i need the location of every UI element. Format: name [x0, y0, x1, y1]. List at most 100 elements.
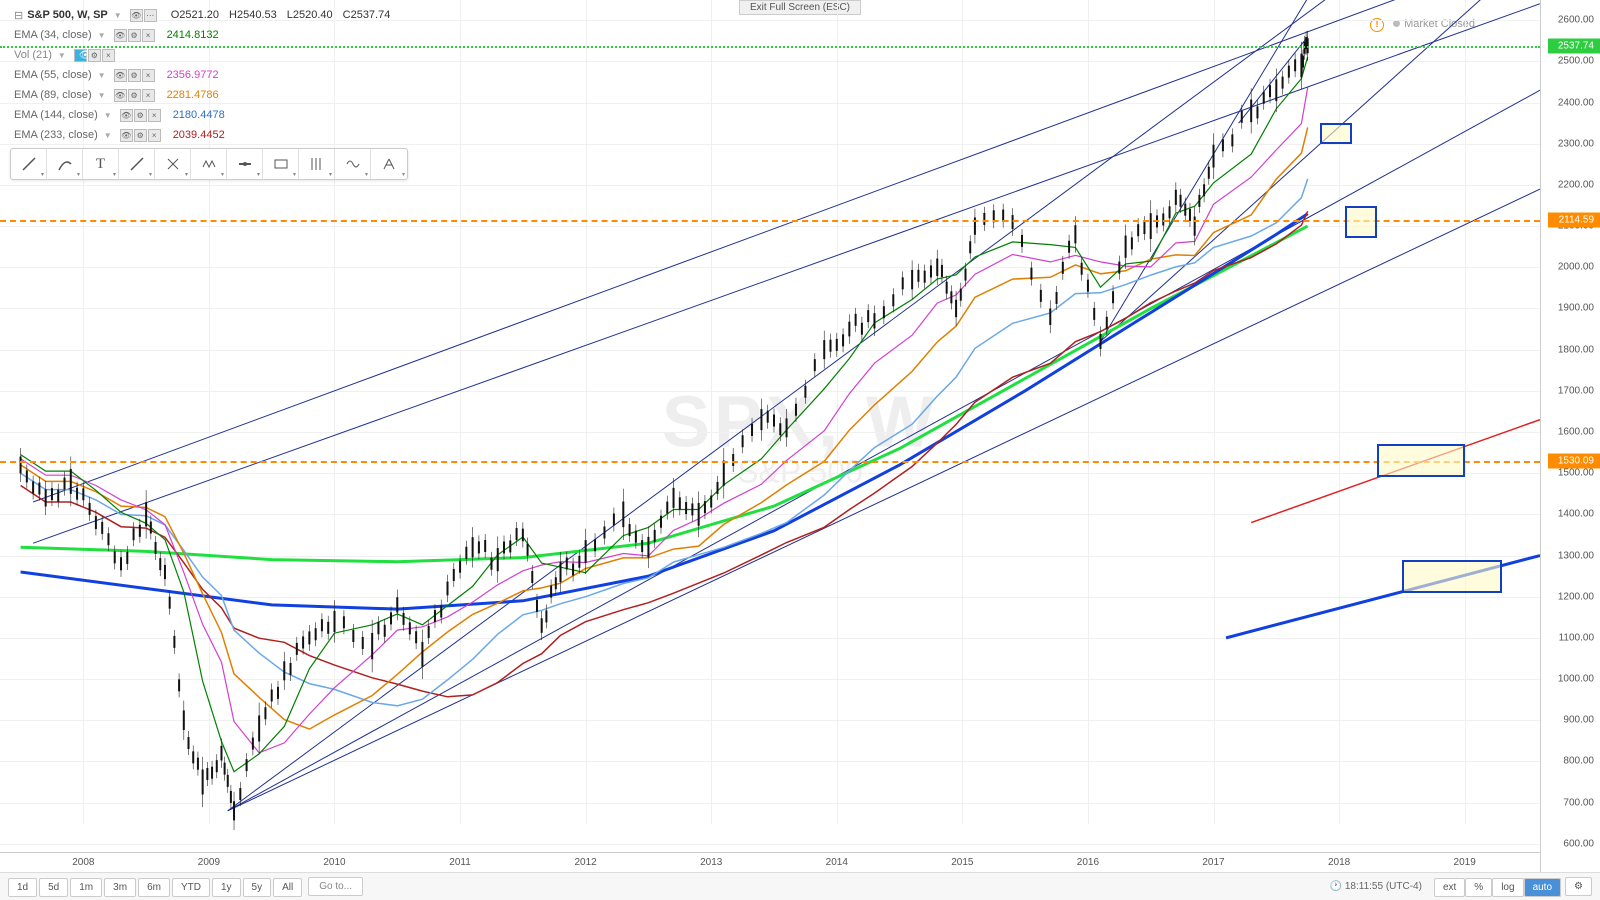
shapes-tool[interactable]: ▾ [155, 149, 191, 179]
pattern-tool[interactable]: ▾ [191, 149, 227, 179]
y-tick: 900.00 [1563, 715, 1594, 726]
settings-icon[interactable]: ⚙ [134, 109, 147, 122]
timeframe-All[interactable]: All [273, 878, 302, 897]
x-tick: 2013 [700, 857, 722, 868]
brush-tool[interactable]: ▾ [119, 149, 155, 179]
x-tick: 2009 [198, 857, 220, 868]
settings-icon[interactable]: ⚙ [134, 129, 147, 142]
chevron-down-icon[interactable]: ▼ [114, 11, 122, 20]
timeframe-3m[interactable]: 3m [104, 878, 136, 897]
gann-tool[interactable]: ▾ [299, 149, 335, 179]
timeframe-5d[interactable]: 5d [39, 878, 68, 897]
x-tick: 2015 [951, 857, 973, 868]
y-axis[interactable]: 600.00700.00800.00900.001000.001100.0012… [1540, 0, 1600, 872]
rectangle-tool[interactable]: ▾ [263, 149, 299, 179]
y-tick: 1400.00 [1558, 509, 1594, 520]
toggle-log[interactable]: log [1492, 878, 1523, 897]
y-tick: 2000.00 [1558, 262, 1594, 273]
indicator-row: EMA (89, close)▼ 👁⚙× 2281.4786 [14, 86, 390, 104]
x-tick: 2014 [826, 857, 848, 868]
y-tick: 800.00 [1563, 756, 1594, 767]
eye-icon[interactable]: 👁 [120, 109, 133, 122]
y-tick: 2200.00 [1558, 179, 1594, 190]
timeframe-1d[interactable]: 1d [8, 878, 37, 897]
toggle-%[interactable]: % [1465, 878, 1492, 897]
close-icon[interactable]: × [148, 109, 161, 122]
close-icon[interactable]: × [102, 49, 115, 62]
timeframe-YTD[interactable]: YTD [172, 878, 210, 897]
y-tick: 1600.00 [1558, 427, 1594, 438]
indicator-row: EMA (34, close)▼ 👁⚙× 2414.8132 [14, 26, 390, 44]
y-tick: 1100.00 [1559, 632, 1594, 643]
toggle-ext[interactable]: ext [1434, 878, 1465, 897]
ohlc-high: H2540.53 [229, 9, 277, 21]
x-tick: 2018 [1328, 857, 1350, 868]
y-tick: 2400.00 [1558, 97, 1594, 108]
chart-legend: ⊟ S&P 500, W, SP ▼ 👁 ⋯ O2521.20 H2540.53… [14, 6, 390, 146]
x-tick: 2019 [1454, 857, 1476, 868]
y-tick: 2300.00 [1558, 138, 1594, 149]
y-tick: 1900.00 [1558, 303, 1594, 314]
bottom-toolbar: 1d5d1m3m6mYTD1y5yAll Go to... 🕐 18:11:55… [0, 872, 1600, 900]
settings-icon[interactable]: ⚙ [128, 89, 141, 102]
target-box[interactable] [1402, 560, 1502, 593]
settings-icon[interactable]: ⚙ [1565, 877, 1592, 896]
x-tick: 2011 [449, 857, 471, 868]
close-icon[interactable]: × [142, 29, 155, 42]
eye-icon[interactable]: 👁 [114, 89, 127, 102]
y-tick: 1800.00 [1558, 344, 1594, 355]
y-tick: 2500.00 [1558, 56, 1594, 67]
more-icon[interactable]: ⋯ [144, 9, 157, 22]
y-tick: 700.00 [1563, 797, 1594, 808]
eye-icon[interactable]: 👁 [74, 49, 87, 62]
settings-icon[interactable]: ⚙ [88, 49, 101, 62]
y-tick: 1000.00 [1558, 674, 1594, 685]
close-icon[interactable]: × [148, 129, 161, 142]
goto-button[interactable]: Go to... [308, 877, 363, 896]
pitchfork-tool[interactable]: ▾ [47, 149, 83, 179]
timeframe-1y[interactable]: 1y [212, 878, 241, 897]
measure-tool[interactable]: ▾ [371, 149, 407, 179]
collapse-icon[interactable]: ⊟ [14, 9, 23, 22]
x-axis[interactable]: 2008 2009 2010 2011 2012 2013 2014 2015 2016 2017… [0, 852, 1540, 872]
symbol-row: ⊟ S&P 500, W, SP ▼ 👁 ⋯ O2521.20 H2540.53… [14, 6, 390, 24]
price-label: 2537.74 [1548, 38, 1600, 53]
indicator-row: EMA (233, close)▼ 👁⚙× 2039.4452 [14, 126, 390, 144]
indicator-row: EMA (144, close)▼ 👁⚙× 2180.4478 [14, 106, 390, 124]
trendline-tool[interactable]: ▾ [11, 149, 47, 179]
x-tick: 2010 [323, 857, 345, 868]
x-tick: 2017 [1202, 857, 1224, 868]
eye-icon[interactable]: 👁 [114, 69, 127, 82]
eye-icon[interactable]: 👁 [114, 29, 127, 42]
close-icon[interactable]: × [142, 69, 155, 82]
text-tool[interactable]: T▾ [83, 149, 119, 179]
x-tick: 2008 [72, 857, 94, 868]
toggle-auto[interactable]: auto [1524, 878, 1561, 897]
target-box[interactable] [1345, 206, 1376, 239]
ohlc-close: C2537.74 [343, 9, 391, 21]
position-tool[interactable]: ▾ [227, 149, 263, 179]
price-label: 2114.59 [1548, 213, 1600, 228]
wave-tool[interactable]: ▾ [335, 149, 371, 179]
eye-icon[interactable]: 👁 [130, 9, 143, 22]
timeframe-6m[interactable]: 6m [138, 878, 170, 897]
symbol-name[interactable]: S&P 500, W, SP [27, 9, 108, 21]
settings-icon[interactable]: ⚙ [128, 29, 141, 42]
indicator-row: EMA (55, close)▼ 👁⚙× 2356.9772 [14, 66, 390, 84]
ohlc-low: L2520.40 [287, 9, 333, 21]
timeframe-1m[interactable]: 1m [70, 878, 102, 897]
target-box[interactable] [1320, 123, 1351, 144]
drawing-toolbar: ▾ ▾ T▾ ▾ ▾ ▾ ▾ ▾ ▾ ▾ ▾ [10, 148, 408, 180]
y-tick: 1700.00 [1558, 385, 1594, 396]
price-label: 1530.09 [1548, 453, 1600, 468]
target-box[interactable] [1377, 444, 1465, 477]
timeframe-5y[interactable]: 5y [243, 878, 272, 897]
close-icon[interactable]: × [142, 89, 155, 102]
settings-icon[interactable]: ⚙ [128, 69, 141, 82]
indicator-row: Vol (21)▼ 👁⚙× [14, 46, 390, 64]
y-tick: 1200.00 [1558, 591, 1594, 602]
eye-icon[interactable]: 👁 [120, 129, 133, 142]
x-tick: 2016 [1077, 857, 1099, 868]
y-tick: 1300.00 [1558, 550, 1594, 561]
x-tick: 2012 [575, 857, 597, 868]
